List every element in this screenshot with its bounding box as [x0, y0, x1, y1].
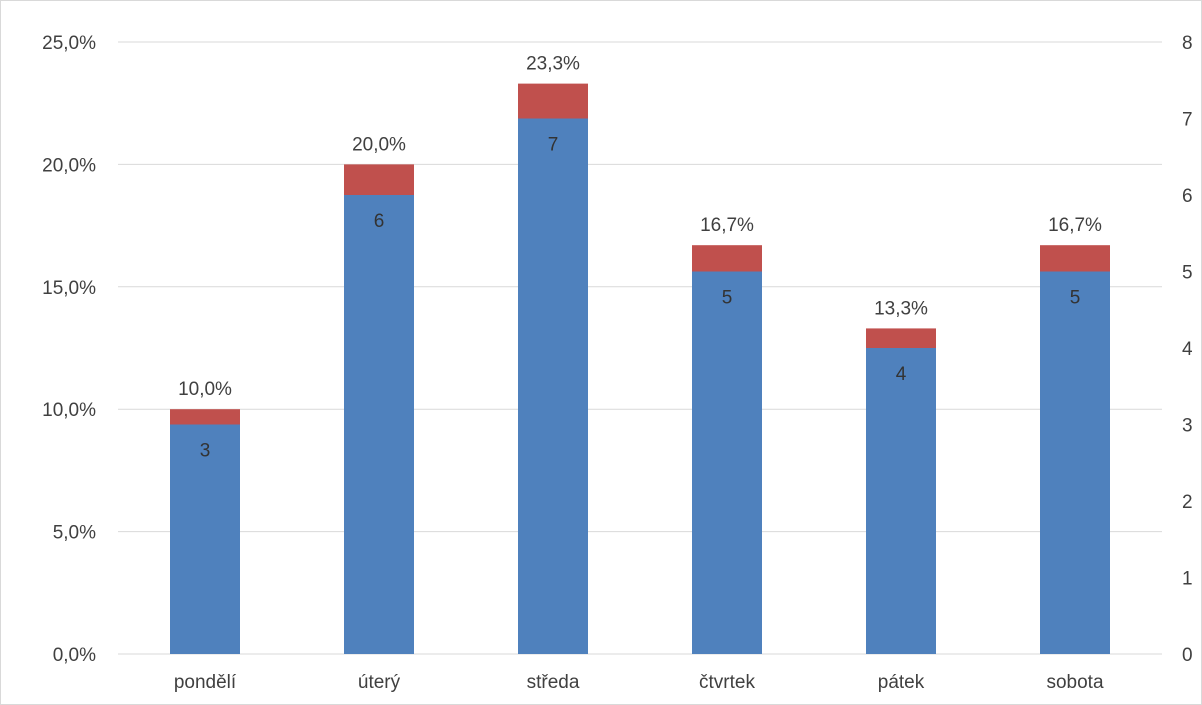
- right-tick-label: 6: [1182, 186, 1193, 207]
- bars: [170, 83, 1110, 655]
- count-data-label: 5: [722, 288, 733, 309]
- x-axis: pondělí úterý středa čtvrtek pátek sobota: [174, 672, 1104, 693]
- count-data-label: 3: [200, 441, 211, 462]
- bar-count: [866, 348, 936, 654]
- percent-data-label: 16,7%: [1048, 215, 1102, 236]
- bar-count: [1040, 271, 1110, 654]
- category-label: pondělí: [174, 672, 237, 693]
- category-label: pátek: [878, 672, 925, 693]
- left-tick-label: 20,0%: [42, 155, 96, 176]
- count-data-label: 5: [1070, 288, 1081, 309]
- data-labels: 10,0% 3 20,0% 6 23,3% 7 16,7% 5 13,3% 4 16,7% 5: [178, 54, 1102, 462]
- right-tick-label: 5: [1182, 263, 1193, 284]
- left-tick-label: 15,0%: [42, 278, 96, 299]
- percent-data-label: 20,0%: [352, 134, 406, 155]
- category-label: úterý: [358, 672, 401, 693]
- count-data-label: 7: [548, 135, 559, 156]
- percent-data-label: 10,0%: [178, 379, 232, 400]
- right-tick-label: 2: [1182, 492, 1193, 513]
- category-label: sobota: [1046, 672, 1103, 693]
- left-tick-label: 5,0%: [53, 523, 96, 544]
- percent-data-label: 16,7%: [700, 215, 754, 236]
- left-axis: 0,0% 5,0% 10,0% 15,0% 20,0% 25,0%: [42, 33, 96, 666]
- bar-count: [518, 118, 588, 654]
- left-tick-label: 25,0%: [42, 33, 96, 54]
- count-data-label: 4: [896, 364, 907, 385]
- bar-count: [692, 271, 762, 654]
- right-tick-label: 7: [1182, 110, 1193, 131]
- right-axis: 0 1 2 3 4 5 6 7 8: [1182, 33, 1193, 666]
- gridlines: [118, 41, 1162, 655]
- right-tick-label: 0: [1182, 645, 1193, 666]
- left-tick-label: 0,0%: [53, 645, 96, 666]
- bar-count: [344, 195, 414, 654]
- right-tick-label: 3: [1182, 416, 1193, 437]
- percent-data-label: 13,3%: [874, 298, 928, 319]
- category-label: čtvrtek: [699, 672, 755, 693]
- right-tick-label: 1: [1182, 569, 1193, 590]
- left-tick-label: 10,0%: [42, 400, 96, 421]
- count-data-label: 6: [374, 211, 385, 232]
- bar-count: [170, 424, 240, 654]
- right-tick-label: 4: [1182, 339, 1193, 360]
- right-tick-label: 8: [1182, 33, 1193, 54]
- percent-data-label: 23,3%: [526, 54, 580, 75]
- category-label: středa: [527, 672, 580, 693]
